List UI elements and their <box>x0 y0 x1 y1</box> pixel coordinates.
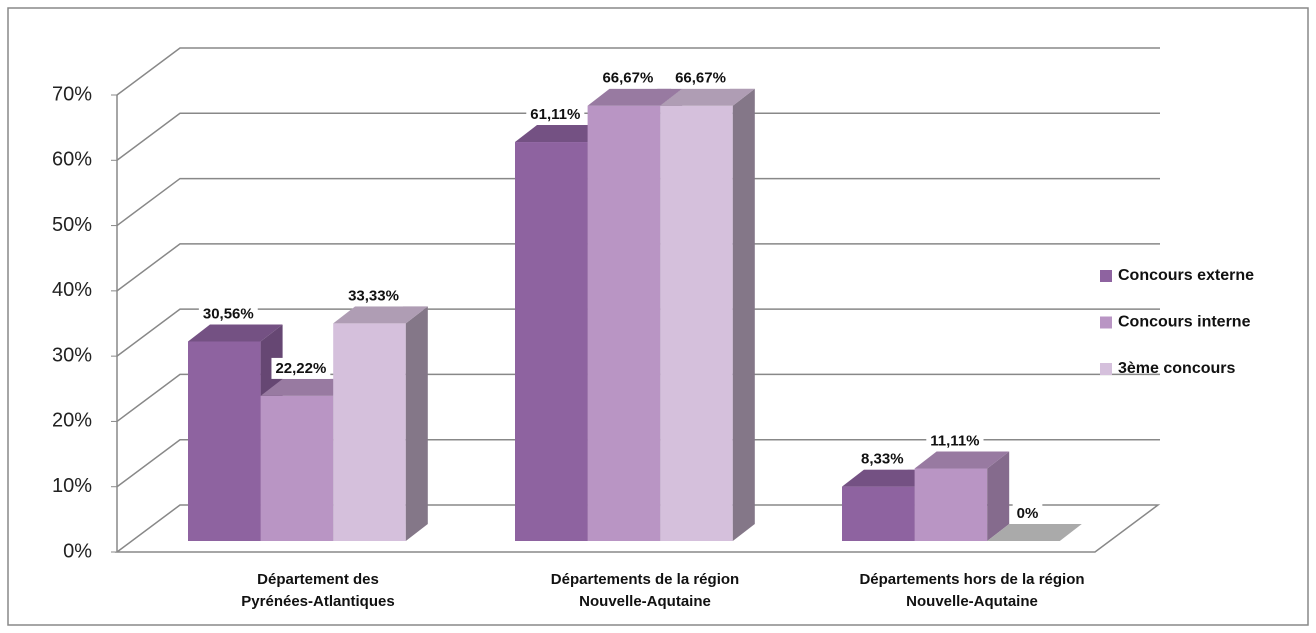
value-label-bg <box>1012 502 1043 524</box>
value-label-bg <box>926 430 984 452</box>
legend-label: Concours externe <box>1118 267 1254 284</box>
y-tick-label: 70% <box>52 83 92 105</box>
value-label: 11,11% <box>930 432 979 449</box>
bar-side <box>405 306 428 541</box>
value-label: 33,33% <box>348 287 399 304</box>
legend-swatch <box>1100 270 1112 282</box>
value-label-bg <box>526 104 585 126</box>
y-tick-label: 0% <box>63 540 92 562</box>
x-tick-group: Départements hors de la région Nouvelle-… <box>859 571 1085 610</box>
value-label: 8,33% <box>861 451 904 468</box>
y-tick-label: 40% <box>52 279 92 301</box>
y-tick-label: 60% <box>52 149 92 171</box>
bar-top <box>333 306 428 324</box>
value-label: 66,67% <box>602 70 653 87</box>
bar-top <box>188 324 283 342</box>
bar-top <box>914 451 1010 469</box>
bar-top <box>987 524 1082 541</box>
grid-line <box>116 438 1160 488</box>
bar-front <box>260 395 334 541</box>
bar-top <box>587 88 683 106</box>
bar-top <box>260 378 356 396</box>
x-tick-group: Départements de la région Nouvelle-Aquta… <box>550 571 740 610</box>
value-label-bg <box>344 285 403 307</box>
legend-swatch <box>1100 363 1112 375</box>
bar-side <box>732 88 755 541</box>
x-tick-label: Départements hors de la région Nouvelle-… <box>859 571 1085 610</box>
bar-side <box>987 451 1010 541</box>
legend-swatch <box>1100 316 1112 329</box>
floor <box>114 504 1161 553</box>
bar-top <box>842 469 937 487</box>
grid-line <box>116 112 1160 161</box>
y-tick-label: 30% <box>52 344 92 366</box>
x-tick-label: Départements de la région Nouvelle-Aquta… <box>550 571 740 610</box>
grid-line <box>116 47 1160 96</box>
grid-line <box>116 373 1160 423</box>
value-label: 22,22% <box>275 360 326 377</box>
bar-front <box>660 105 733 541</box>
legend-label: 3ème concours <box>1118 360 1235 377</box>
value-label-bg <box>198 303 258 325</box>
value-label: 66,67% <box>675 70 726 87</box>
value-label-bg <box>671 67 730 89</box>
x-tick-label: Département des Pyrénées-Atlantiques <box>241 571 395 610</box>
value-label-bg <box>271 357 331 379</box>
bar-front <box>515 142 588 541</box>
bar-top <box>515 125 610 143</box>
y-tick-label: 20% <box>52 410 92 432</box>
bar-front <box>333 323 406 541</box>
bar-front <box>914 468 988 541</box>
grid-line <box>116 308 1160 357</box>
value-label-bg <box>857 448 908 470</box>
value-label: 0% <box>1017 505 1039 522</box>
bar-top <box>660 88 755 106</box>
y-tick-label: 10% <box>52 475 92 497</box>
value-label: 61,11% <box>530 106 580 123</box>
value-label: 30,56% <box>203 305 254 322</box>
bar-front <box>188 341 261 541</box>
bar-front <box>587 105 661 541</box>
y-tick-label: 50% <box>52 214 92 236</box>
legend-label: Concours interne <box>1118 314 1251 331</box>
grid-line <box>116 243 1160 292</box>
x-tick-group: Département des Pyrénées-Atlantiques <box>241 571 395 610</box>
bar-front <box>842 486 915 541</box>
grid-line <box>116 177 1160 227</box>
value-label-bg <box>598 67 658 89</box>
